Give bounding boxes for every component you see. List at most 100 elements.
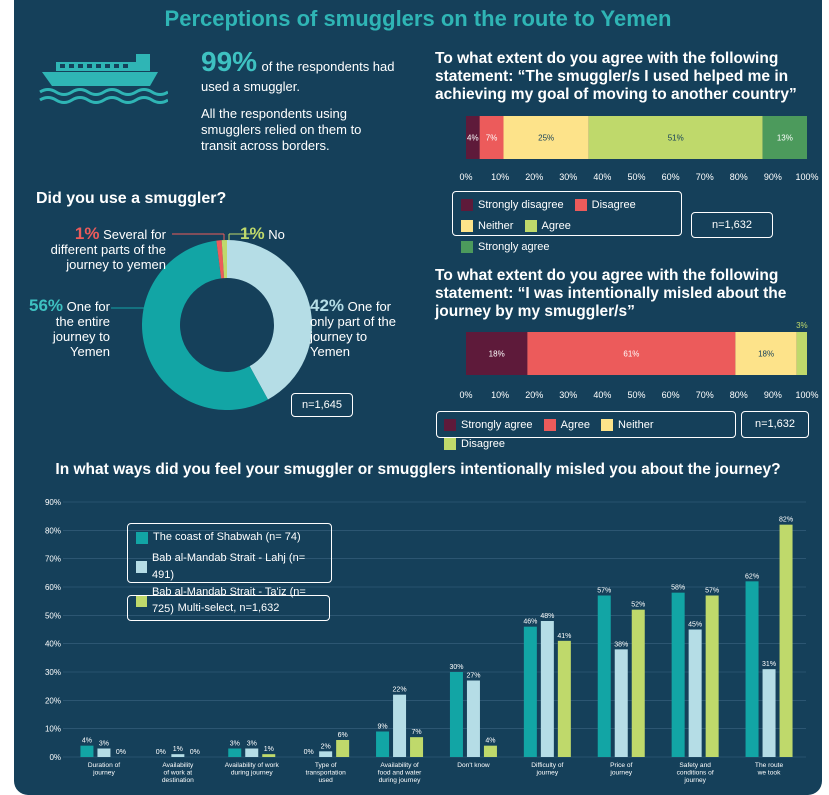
stacked-segment xyxy=(479,116,504,159)
axis-tick-label: 50% xyxy=(627,172,645,182)
donut-slice xyxy=(142,240,268,411)
q2-heading: To what extent do you agree with the fol… xyxy=(435,267,787,320)
bar-value-label: 0% xyxy=(190,749,200,756)
axis-tick-label: 100% xyxy=(795,390,818,400)
bar xyxy=(262,754,276,757)
y-tick-label: 80% xyxy=(45,526,61,535)
y-tick-label: 30% xyxy=(45,668,61,677)
bar-value-label: 7% xyxy=(411,729,421,736)
bar-value-label: 58% xyxy=(671,585,685,592)
bar-chart: 0% 10% 20% 30% 40% 50% 60% 70% 80% 90% 4% 3% 0% Durat… xyxy=(45,498,806,784)
axis-tick-label: 20% xyxy=(525,172,543,182)
q1-legend-item: Agree xyxy=(524,217,571,235)
x-category-label: journey xyxy=(536,770,559,777)
intro-text-1: of the respondents had used a smuggler. xyxy=(201,59,395,94)
q1-legend: Strongly disagree Disagree Neither Agree… xyxy=(452,191,682,253)
stacked-segment xyxy=(527,332,736,375)
axis-tick-label: 80% xyxy=(730,172,748,182)
bar-value-label: 41% xyxy=(557,633,571,640)
donut-heading: Did you use a smuggler? xyxy=(36,190,227,207)
stacked-label: 61% xyxy=(623,350,639,359)
axis-tick-label: 40% xyxy=(593,172,611,182)
stacked-segment xyxy=(503,116,589,159)
stacked-label: 18% xyxy=(489,350,505,359)
y-tick-label: 70% xyxy=(45,555,61,564)
bar-value-label: 0% xyxy=(116,749,126,756)
bar-value-label: 2% xyxy=(321,743,331,750)
x-category-label: Availability of xyxy=(380,762,419,769)
x-category-label: we took xyxy=(757,770,781,777)
y-tick-label: 40% xyxy=(45,640,61,649)
bar-value-label: 48% xyxy=(540,613,554,620)
bar-value-label: 1% xyxy=(173,746,183,753)
x-category-label: journey xyxy=(609,770,632,777)
q2-legend-item: Disagree xyxy=(444,436,505,452)
stacked-segment xyxy=(796,332,807,375)
bar xyxy=(745,581,759,757)
q1-legend-item: Neither xyxy=(461,217,513,235)
donut-slice xyxy=(221,240,227,279)
bar xyxy=(631,609,645,757)
stacked-label: 7% xyxy=(486,134,498,143)
x-category-label: during journey xyxy=(231,770,273,777)
axis-tick-label: 90% xyxy=(764,172,782,182)
donut-label-no: 1% No xyxy=(240,224,285,244)
bar-value-label: 6% xyxy=(338,732,348,739)
bar xyxy=(410,737,424,757)
axis-tick-label: 10% xyxy=(491,390,509,400)
q2-legend-item: Neither xyxy=(601,417,654,433)
donut-slice xyxy=(216,240,225,279)
bar-value-label: 46% xyxy=(523,619,537,626)
y-tick-label: 0% xyxy=(49,753,61,762)
q1-legend-item: Strongly disagree xyxy=(461,196,564,214)
bar-value-label: 3% xyxy=(230,741,240,748)
q1-legend-item: Disagree xyxy=(574,196,636,214)
bar xyxy=(466,680,480,757)
bar xyxy=(228,748,242,757)
bar xyxy=(336,740,350,757)
q2-n-badge: n=1,632 xyxy=(741,411,809,438)
axis-tick-label: 0% xyxy=(459,172,472,182)
intro-text-2: All the respondents using smugglers reli… xyxy=(201,106,362,153)
intro-block: 99% of the respondents had used a smuggl… xyxy=(201,46,401,96)
y-tick-label: 10% xyxy=(45,725,61,734)
donut-label-part-pct: 42% xyxy=(310,296,345,315)
x-category-label: Safety and xyxy=(679,762,711,769)
donut-label-part-text: One for only part of the journey to Yeme… xyxy=(310,299,396,359)
stacked-segment xyxy=(466,332,528,375)
x-category-label: transportation xyxy=(305,770,346,777)
bar-value-label: 4% xyxy=(485,738,495,745)
stacked-segment xyxy=(762,116,807,159)
bar-value-label: 45% xyxy=(688,622,702,629)
bar-legend: The coast of Shabwah (n= 74) Bab al-Mand… xyxy=(127,523,332,615)
bar xyxy=(688,629,702,757)
x-category-label: Type of xyxy=(315,762,337,769)
axis-tick-label: 20% xyxy=(525,390,543,400)
x-category-label: of work at xyxy=(164,770,193,777)
bar xyxy=(80,745,94,757)
bar xyxy=(705,595,719,757)
bar-value-label: 62% xyxy=(745,573,759,580)
donut-label-several-pct: 1% xyxy=(74,224,100,243)
y-tick-label: 20% xyxy=(45,696,61,705)
ship-icon xyxy=(39,54,168,104)
axis-tick-label: 60% xyxy=(662,172,680,182)
donut-label-several: 1% Several for different parts of the jo… xyxy=(26,224,166,272)
x-category-label: Don't know xyxy=(457,762,490,769)
x-category-label: Availability of work xyxy=(225,762,280,769)
donut-label-no-text: No xyxy=(268,227,285,242)
donut-label-part: 42% One for only part of the journey to … xyxy=(310,296,406,359)
donut-label-entire-text: One for the entire journey to Yemen xyxy=(52,299,110,359)
bar xyxy=(779,524,793,757)
x-category-label: Availability xyxy=(162,762,194,769)
x-category-label: during journey xyxy=(379,777,421,784)
axis-tick-label: 70% xyxy=(696,390,714,400)
q1-legend-item: Strongly agree xyxy=(461,238,550,256)
stacked-label: 18% xyxy=(758,350,774,359)
q2-legend: Strongly agree Agree Neither Disagree xyxy=(436,411,736,450)
bar-value-label: 22% xyxy=(393,687,407,694)
bar-value-label: 4% xyxy=(82,738,92,745)
x-category-label: Duration of xyxy=(88,762,120,769)
axis-tick-label: 90% xyxy=(764,390,782,400)
axis-tick-label: 30% xyxy=(559,172,577,182)
